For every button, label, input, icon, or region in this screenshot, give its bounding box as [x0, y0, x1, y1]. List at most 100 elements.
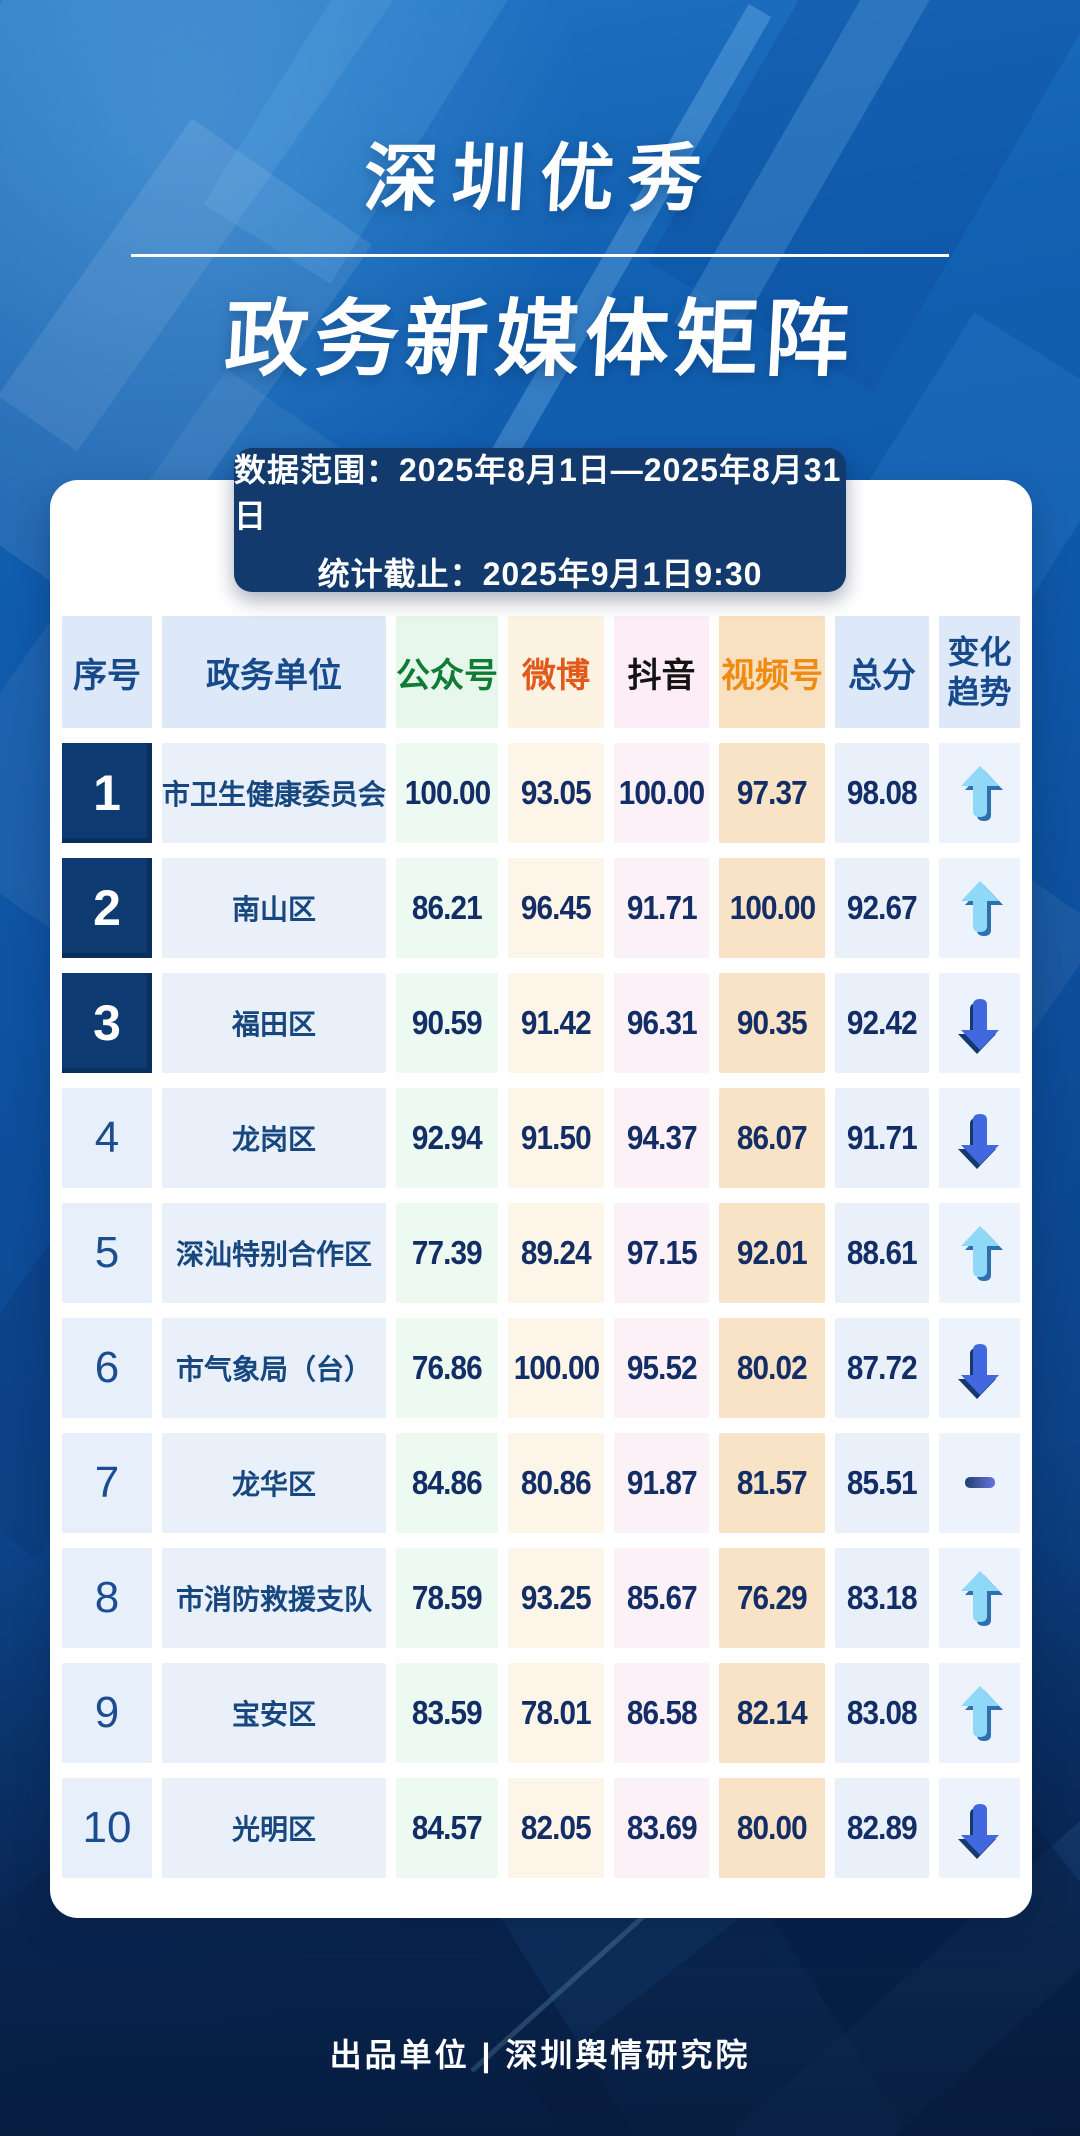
wechat-score: 90.59 — [396, 973, 498, 1073]
total-score: 83.18 — [835, 1548, 929, 1648]
trend-down-icon — [957, 999, 999, 1054]
weibo-score: 89.24 — [508, 1203, 604, 1303]
total-score: 98.08 — [835, 743, 929, 843]
unit-name: 龙岗区 — [162, 1088, 386, 1188]
douyin-score: 86.58 — [614, 1663, 709, 1763]
total-score: 88.61 — [835, 1203, 929, 1303]
total-score: 82.89 — [835, 1778, 929, 1878]
title-line2: 政务新媒体矩阵 — [222, 292, 858, 386]
unit-name: 市卫生健康委员会 — [162, 743, 386, 843]
rank-cell: 7 — [62, 1433, 152, 1533]
channels-score: 76.29 — [719, 1548, 825, 1648]
douyin-score: 85.67 — [614, 1548, 709, 1648]
channels-score: 82.14 — [719, 1663, 825, 1763]
wechat-score: 77.39 — [396, 1203, 498, 1303]
wechat-score: 76.86 — [396, 1318, 498, 1418]
trend-flat-icon — [964, 1477, 995, 1488]
rank-cell: 5 — [62, 1203, 152, 1303]
channels-score: 97.37 — [719, 743, 825, 843]
total-score: 87.72 — [835, 1318, 929, 1418]
unit-name: 南山区 — [162, 858, 386, 958]
poster-title: 深圳优秀 政务新媒体矩阵 — [0, 137, 1080, 386]
total-score: 91.71 — [835, 1088, 929, 1188]
trend-header: 变化趋势 — [939, 616, 1020, 728]
rank-cell: 1 — [62, 743, 152, 843]
channels-score: 100.00 — [719, 858, 825, 958]
trend-up-icon — [960, 766, 1003, 821]
trend-cell — [939, 743, 1020, 843]
unit-name: 龙华区 — [162, 1433, 386, 1533]
wechat-score: 92.94 — [396, 1088, 498, 1188]
trend-cell — [939, 1433, 1020, 1533]
wechat-header: 公众号 — [396, 616, 498, 728]
trend-cell — [939, 1778, 1020, 1878]
weibo-score: 82.05 — [508, 1778, 604, 1878]
wechat-score: 84.57 — [396, 1778, 498, 1878]
total-score: 92.42 — [835, 973, 929, 1073]
wechat-score: 78.59 — [396, 1548, 498, 1648]
weibo-header: 微博 — [508, 616, 604, 728]
douyin-header: 抖音 — [614, 616, 709, 728]
rank-header: 序号 — [62, 616, 152, 728]
wechat-score: 100.00 — [396, 743, 498, 843]
weibo-score: 100.00 — [508, 1318, 604, 1418]
rank-cell: 10 — [62, 1778, 152, 1878]
rank-cell: 6 — [62, 1318, 152, 1418]
wechat-score: 83.59 — [396, 1663, 498, 1763]
weibo-score: 96.45 — [508, 858, 604, 958]
trend-cell — [939, 1318, 1020, 1418]
rank-cell: 4 — [62, 1088, 152, 1188]
unit-name: 市气象局（台） — [162, 1318, 386, 1418]
douyin-score: 91.87 — [614, 1433, 709, 1533]
date-range-badge: 数据范围：2025年8月1日—2025年8月31日 统计截止：2025年9月1日… — [234, 448, 846, 592]
channels-score: 81.57 — [719, 1433, 825, 1533]
title-divider — [131, 254, 949, 257]
wechat-score: 84.86 — [396, 1433, 498, 1533]
unit-name: 市消防救援支队 — [162, 1548, 386, 1648]
total-header: 总分 — [835, 616, 929, 728]
douyin-score: 94.37 — [614, 1088, 709, 1188]
channels-header: 视频号 — [719, 616, 825, 728]
channels-score: 90.35 — [719, 973, 825, 1073]
rank-cell: 9 — [62, 1663, 152, 1763]
trend-cell — [939, 1088, 1020, 1188]
weibo-score: 91.50 — [508, 1088, 604, 1188]
trend-up-icon — [960, 1226, 1003, 1281]
douyin-score: 91.71 — [614, 858, 709, 958]
trend-down-icon — [957, 1114, 999, 1169]
douyin-score: 97.15 — [614, 1203, 709, 1303]
rank-cell: 2 — [62, 858, 152, 958]
channels-score: 80.02 — [719, 1318, 825, 1418]
trend-cell — [939, 1548, 1020, 1648]
ranking-card: 序号 政务单位 公众号 微博 抖音 视频号 总分 变化趋势 1 市卫生健康委员会… — [50, 480, 1032, 1918]
trend-cell — [939, 858, 1020, 958]
weibo-score: 91.42 — [508, 973, 604, 1073]
trend-up-icon — [960, 1686, 1003, 1741]
total-score: 92.67 — [835, 858, 929, 958]
rank-cell: 8 — [62, 1548, 152, 1648]
douyin-score: 83.69 — [614, 1778, 709, 1878]
unit-header: 政务单位 — [162, 616, 386, 728]
unit-name: 福田区 — [162, 973, 386, 1073]
unit-name: 深汕特别合作区 — [162, 1203, 386, 1303]
douyin-score: 100.00 — [614, 743, 709, 843]
channels-score: 86.07 — [719, 1088, 825, 1188]
stats-cutoff-text: 统计截止：2025年9月1日9:30 — [317, 556, 763, 592]
total-score: 83.08 — [835, 1663, 929, 1763]
rank-cell: 3 — [62, 973, 152, 1073]
title-line1: 深圳优秀 — [361, 137, 719, 220]
douyin-score: 96.31 — [614, 973, 709, 1073]
wechat-score: 86.21 — [396, 858, 498, 958]
footer-credit: 出品单位 | 深圳舆情研究院 — [329, 2037, 751, 2073]
trend-cell — [939, 1203, 1020, 1303]
trend-down-icon — [957, 1804, 999, 1859]
channels-score: 92.01 — [719, 1203, 825, 1303]
trend-up-icon — [960, 881, 1003, 936]
weibo-score: 93.25 — [508, 1548, 604, 1648]
date-range-text: 数据范围：2025年8月1日—2025年8月31日 — [234, 452, 842, 534]
trend-up-icon — [960, 1571, 1003, 1626]
weibo-score: 80.86 — [508, 1433, 604, 1533]
weibo-score: 78.01 — [508, 1663, 604, 1763]
unit-name: 宝安区 — [162, 1663, 386, 1763]
